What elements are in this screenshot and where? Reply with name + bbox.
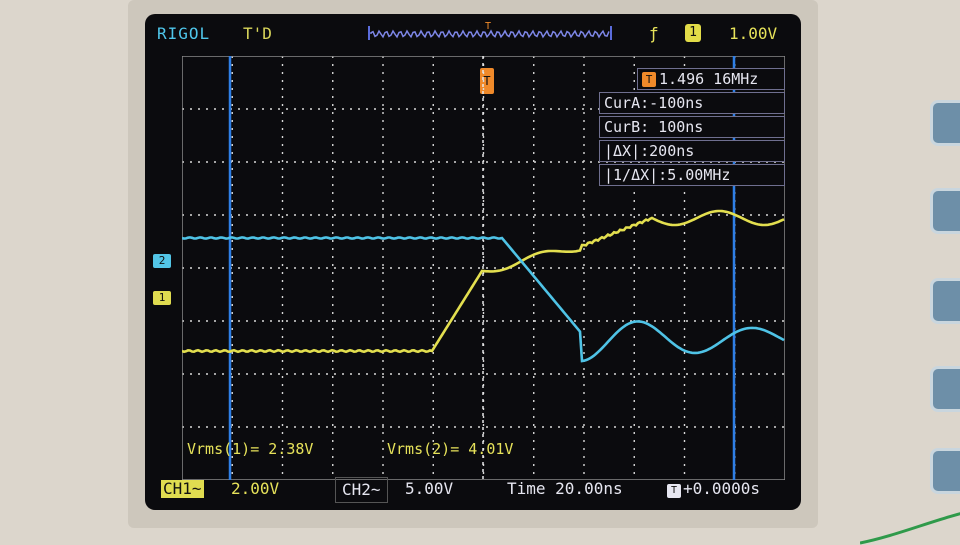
ch2-waveform bbox=[182, 237, 784, 361]
bottom-status-bar: CH1~ 2.00V CH2~ 5.00V Time 20.00ns T +0.0… bbox=[145, 474, 801, 504]
delta-x-readout: |ΔX|:200ns bbox=[599, 140, 785, 162]
softkey-4[interactable] bbox=[930, 366, 960, 412]
trigger-level: 1.00V bbox=[729, 24, 777, 43]
softkey-5[interactable] bbox=[930, 448, 960, 494]
ch1-scale: 2.00V bbox=[231, 474, 279, 504]
ch1-offset-marker[interactable]: 1 bbox=[153, 291, 171, 305]
inverse-delta-x-readout: |1/ΔX|:5.00MHz bbox=[599, 164, 785, 186]
svg-text:T: T bbox=[485, 21, 491, 32]
trigger-offset-readout: T +0.0000s bbox=[667, 474, 760, 504]
ch2-offset-marker[interactable]: 2 bbox=[153, 254, 171, 268]
softkey-3[interactable] bbox=[930, 278, 960, 324]
cursor-a-readout: CurA:-100ns bbox=[599, 92, 785, 114]
rising-edge-icon: ƒ bbox=[649, 24, 659, 43]
vrms-ch2-readout: Vrms(2)= 4.01V bbox=[387, 440, 513, 458]
softkey-1[interactable] bbox=[930, 100, 960, 146]
timebase-readout: Time 20.00ns bbox=[507, 474, 623, 504]
ch2-label[interactable]: CH2~ bbox=[335, 477, 388, 503]
probe-wire bbox=[860, 505, 960, 545]
trigger-source-badge: 1 bbox=[685, 24, 701, 42]
cursor-b-readout: CurB: 100ns bbox=[599, 116, 785, 138]
ch2-scale: 5.00V bbox=[405, 474, 453, 504]
brand-label: RIGOL bbox=[157, 24, 210, 43]
top-status-bar: RIGOL T'D T ƒ 1 1.00V bbox=[145, 14, 801, 54]
trigger-offset-icon: T bbox=[667, 484, 681, 498]
trigger-state: T'D bbox=[243, 24, 272, 43]
trigger-badge-icon: T bbox=[642, 72, 656, 87]
vrms-ch1-readout: Vrms(1)= 2.38V bbox=[187, 440, 313, 458]
frequency-readout: T 1.496 16MHz bbox=[637, 68, 785, 90]
oscilloscope-screen: RIGOL T'D T ƒ 1 1.00V 2 1 T T 1.496 16MHz… bbox=[145, 14, 801, 510]
softkey-2[interactable] bbox=[930, 188, 960, 234]
memory-depth-bar: T bbox=[367, 20, 613, 46]
ch1-label[interactable]: CH1~ bbox=[161, 480, 204, 498]
frequency-value: 1.496 16MHz bbox=[659, 70, 758, 88]
trigger-offset-value: +0.0000s bbox=[683, 479, 760, 498]
